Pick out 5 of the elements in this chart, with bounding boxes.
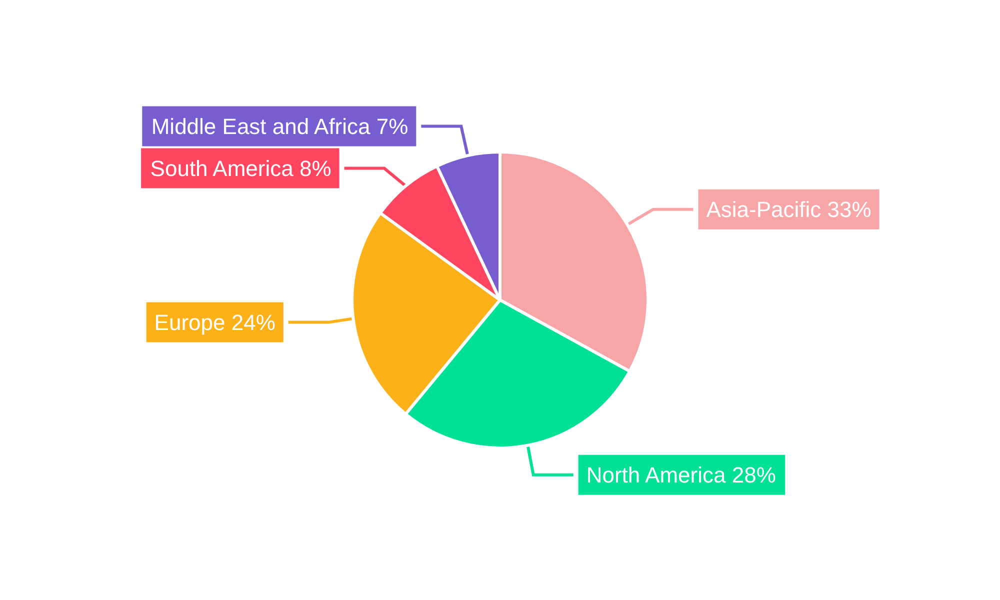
slice-label: Europe 24% — [154, 310, 276, 335]
slice-label: Asia-Pacific 33% — [706, 196, 872, 222]
slice-label: Middle East and Africa 7% — [151, 114, 408, 139]
slice-label: North America 28% — [586, 462, 776, 488]
slice-label: South America 8% — [150, 156, 332, 181]
